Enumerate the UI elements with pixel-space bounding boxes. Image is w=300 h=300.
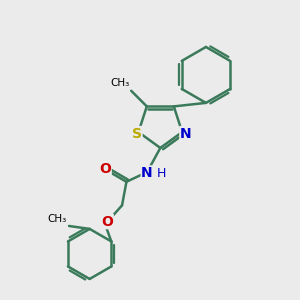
Text: H: H [157,167,166,180]
Text: S: S [132,127,142,140]
Text: O: O [99,162,111,176]
Text: O: O [101,214,113,229]
Text: CH₃: CH₃ [110,78,130,88]
Text: CH₃: CH₃ [47,214,67,224]
Text: N: N [180,127,191,140]
Text: N: N [141,166,153,180]
